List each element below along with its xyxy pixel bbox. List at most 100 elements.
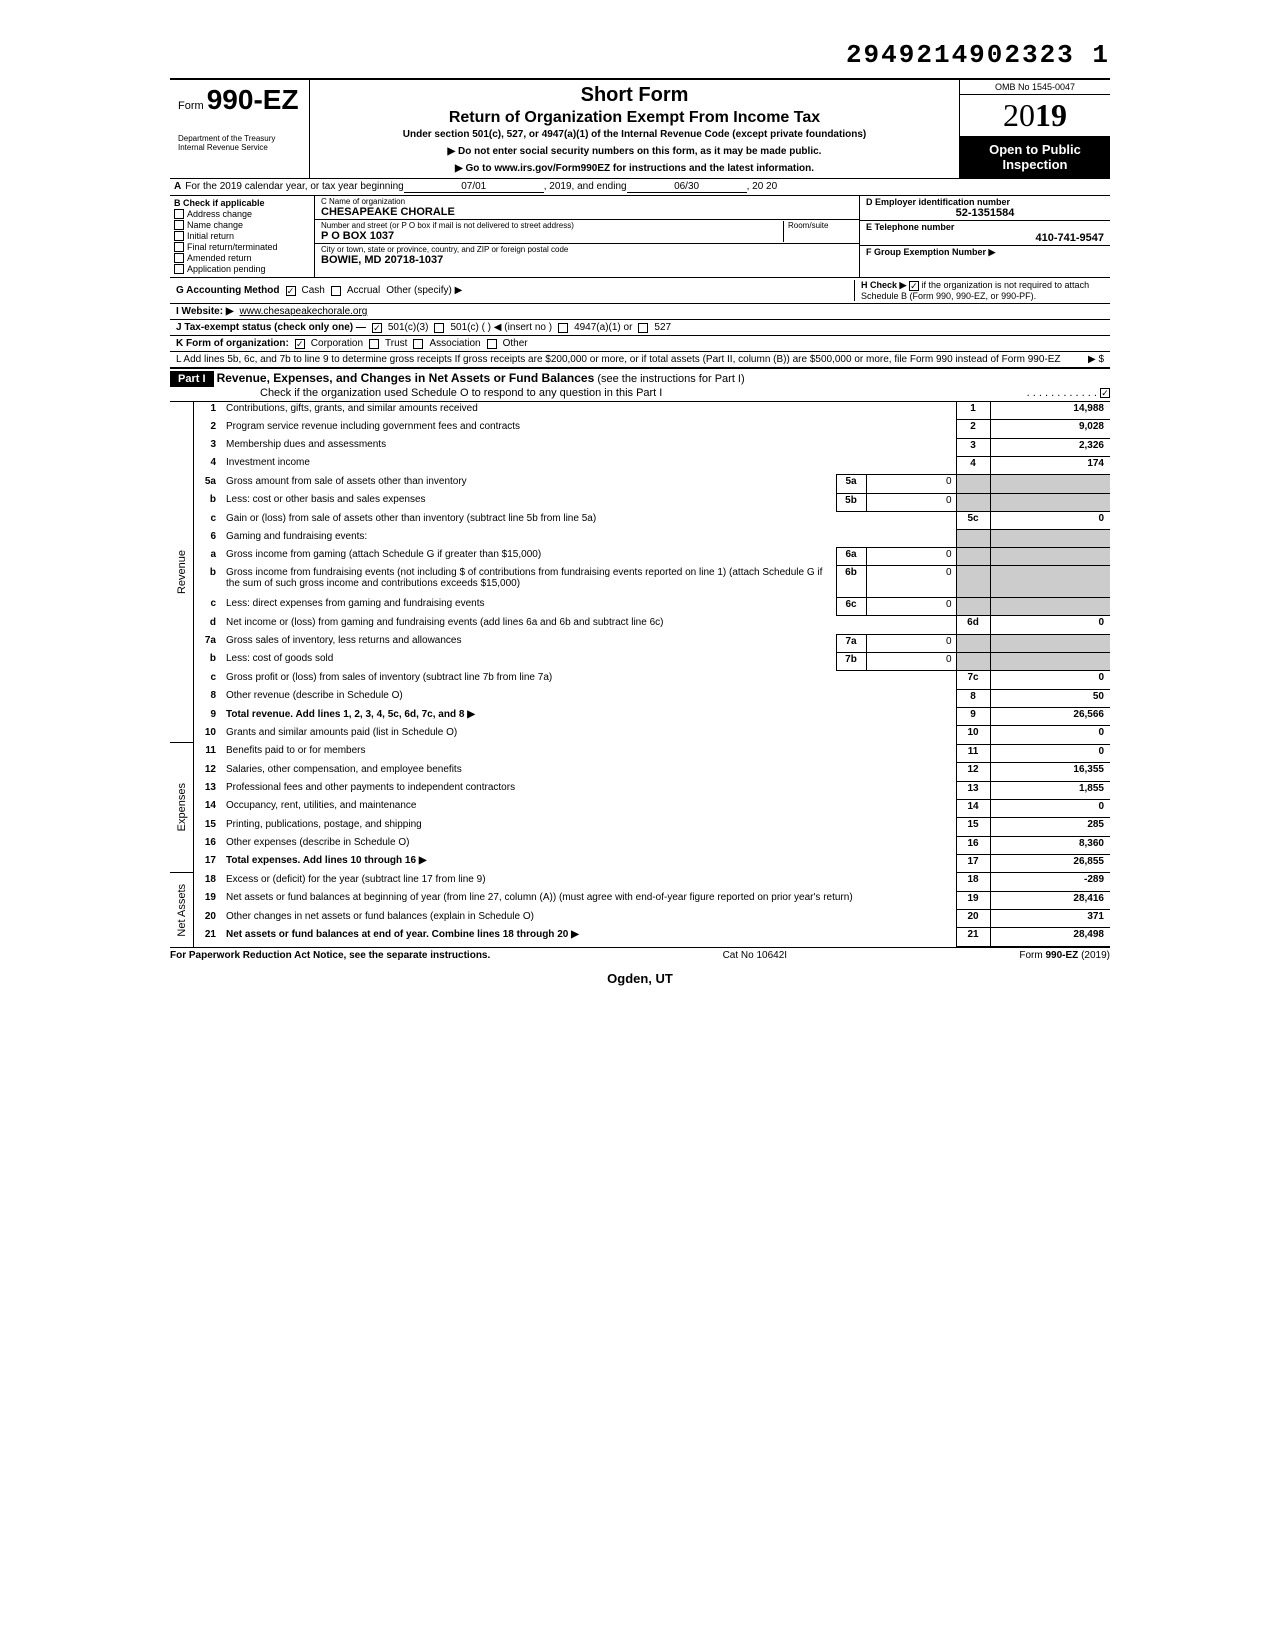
- chk-501c3[interactable]: ✓: [372, 323, 382, 333]
- room-suite: Room/suite: [783, 221, 853, 242]
- box-num: 1: [956, 402, 990, 420]
- col-B: B Check if applicable Address change Nam…: [170, 196, 315, 277]
- line-J: J Tax-exempt status (check only one) — ✓…: [170, 320, 1110, 336]
- part-1-title: Revenue, Expenses, and Changes in Net As…: [217, 371, 595, 385]
- amount: 0: [990, 726, 1110, 744]
- chk-501c[interactable]: [434, 323, 444, 333]
- amount: 16,355: [990, 763, 1110, 781]
- line-row: 16Other expenses (describe in Schedule O…: [194, 836, 1110, 854]
- amount: 28,416: [990, 891, 1110, 909]
- line-desc: Investment income: [222, 456, 956, 474]
- box-num: 12: [956, 763, 990, 781]
- amount: 0: [990, 799, 1110, 817]
- line-number: 18: [194, 873, 222, 891]
- line-desc: Net income or (loss) from gaming and fun…: [222, 616, 956, 634]
- line-A-mid: , 2019, and ending: [544, 181, 627, 193]
- chk-527[interactable]: [638, 323, 648, 333]
- line-desc: Membership dues and assessments: [222, 438, 956, 456]
- inner-box-amt: 0: [866, 634, 956, 652]
- ogden-stamp: Ogden, UT: [170, 971, 1110, 986]
- line-number: d: [194, 616, 222, 634]
- line-number: 17: [194, 854, 222, 872]
- chk-accrual[interactable]: [331, 286, 341, 296]
- line-number: 20: [194, 910, 222, 928]
- box-num: 18: [956, 873, 990, 891]
- L-arrow: ▶ $: [1088, 354, 1104, 365]
- amount-shaded: [990, 548, 1110, 566]
- amount: 26,566: [990, 708, 1110, 726]
- chk-schedule-o[interactable]: ✓: [1100, 388, 1110, 398]
- omb-number: OMB No 1545-0047: [960, 80, 1110, 95]
- line-row: 18Excess or (deficit) for the year (subt…: [194, 873, 1110, 891]
- line-L: L Add lines 5b, 6c, and 7b to line 9 to …: [170, 352, 1110, 368]
- dept-label: Department of the Treasury Internal Reve…: [178, 134, 301, 152]
- line-desc: Grants and similar amounts paid (list in…: [222, 726, 956, 744]
- line-number: 1: [194, 402, 222, 420]
- box-num: 21: [956, 928, 990, 947]
- box-num: 20: [956, 910, 990, 928]
- inner-box-amt: 0: [866, 597, 956, 615]
- line-desc: Program service revenue including govern…: [222, 420, 956, 438]
- line-number: b: [194, 493, 222, 511]
- part-1-sub: (see the instructions for Part I): [597, 373, 744, 385]
- line-desc: Total expenses. Add lines 10 through 16 …: [222, 854, 956, 872]
- short-form-title: Short Form: [320, 84, 949, 107]
- line-row: 15Printing, publications, postage, and s…: [194, 818, 1110, 836]
- amount-shaded: [990, 493, 1110, 511]
- line-row: 1Contributions, gifts, grants, and simil…: [194, 402, 1110, 420]
- line-number: 4: [194, 456, 222, 474]
- line-desc: Contributions, gifts, grants, and simila…: [222, 402, 956, 420]
- org-city: BOWIE, MD 20718-1037: [321, 254, 853, 266]
- line-desc: Net assets or fund balances at end of ye…: [222, 928, 956, 947]
- chk-corporation[interactable]: ✓: [295, 339, 305, 349]
- line-row: bLess: cost of goods sold7b0: [194, 652, 1110, 670]
- chk-other-org[interactable]: [487, 339, 497, 349]
- inner-box-num: 6c: [836, 597, 866, 615]
- line-row: bLess: cost or other basis and sales exp…: [194, 493, 1110, 511]
- line-desc: Gross income from fundraising events (no…: [222, 566, 836, 597]
- chk-final-return[interactable]: Final return/terminated: [174, 242, 310, 252]
- line-number: 11: [194, 744, 222, 762]
- inner-box-num: 6b: [836, 566, 866, 597]
- line-number: 6: [194, 530, 222, 548]
- chk-trust[interactable]: [369, 339, 379, 349]
- line-number: 7a: [194, 634, 222, 652]
- chk-4947[interactable]: [558, 323, 568, 333]
- line-I: I Website: ▶ www.chesapeakechorale.org: [170, 304, 1110, 320]
- amount-shaded: [990, 566, 1110, 597]
- line-G: G Accounting Method ✓Cash Accrual Other …: [170, 278, 1110, 304]
- box-num-shaded: [956, 530, 990, 548]
- chk-name-change[interactable]: Name change: [174, 220, 310, 230]
- line-A-endyr: , 20 20: [747, 181, 778, 193]
- line-desc: Gain or (loss) from sale of assets other…: [222, 512, 956, 530]
- line-desc: Other revenue (describe in Schedule O): [222, 689, 956, 707]
- line-row: 14Occupancy, rent, utilities, and mainte…: [194, 799, 1110, 817]
- inner-box-amt: 0: [866, 566, 956, 597]
- year-box: OMB No 1545-0047 2019 Open to Public Ins…: [960, 80, 1110, 178]
- line-row: 17Total expenses. Add lines 10 through 1…: [194, 854, 1110, 872]
- line-desc: Printing, publications, postage, and shi…: [222, 818, 956, 836]
- chk-association[interactable]: [413, 339, 423, 349]
- line-row: bGross income from fundraising events (n…: [194, 566, 1110, 597]
- box-num: 13: [956, 781, 990, 799]
- amount: 50: [990, 689, 1110, 707]
- part-1-header: Part I Revenue, Expenses, and Changes in…: [170, 368, 1110, 402]
- line-row: 21Net assets or fund balances at end of …: [194, 928, 1110, 947]
- line-number: c: [194, 597, 222, 615]
- line-row: 19Net assets or fund balances at beginni…: [194, 891, 1110, 909]
- form-prefix: Form: [178, 100, 204, 112]
- line-K: K Form of organization: ✓Corporation Tru…: [170, 336, 1110, 352]
- chk-application-pending[interactable]: Application pending: [174, 264, 310, 274]
- chk-address-change[interactable]: Address change: [174, 209, 310, 219]
- line-number: 10: [194, 726, 222, 744]
- C-name-label: C Name of organization: [321, 197, 853, 206]
- chk-amended-return[interactable]: Amended return: [174, 253, 310, 263]
- chk-initial-return[interactable]: Initial return: [174, 231, 310, 241]
- footer-right: Form 990-EZ (2019): [1019, 950, 1110, 961]
- chk-cash[interactable]: ✓: [286, 286, 296, 296]
- chk-H[interactable]: ✓: [909, 281, 919, 291]
- amount: 9,028: [990, 420, 1110, 438]
- amount-shaded: [990, 634, 1110, 652]
- tax-year: 2019: [960, 95, 1110, 136]
- inner-box-num: 7a: [836, 634, 866, 652]
